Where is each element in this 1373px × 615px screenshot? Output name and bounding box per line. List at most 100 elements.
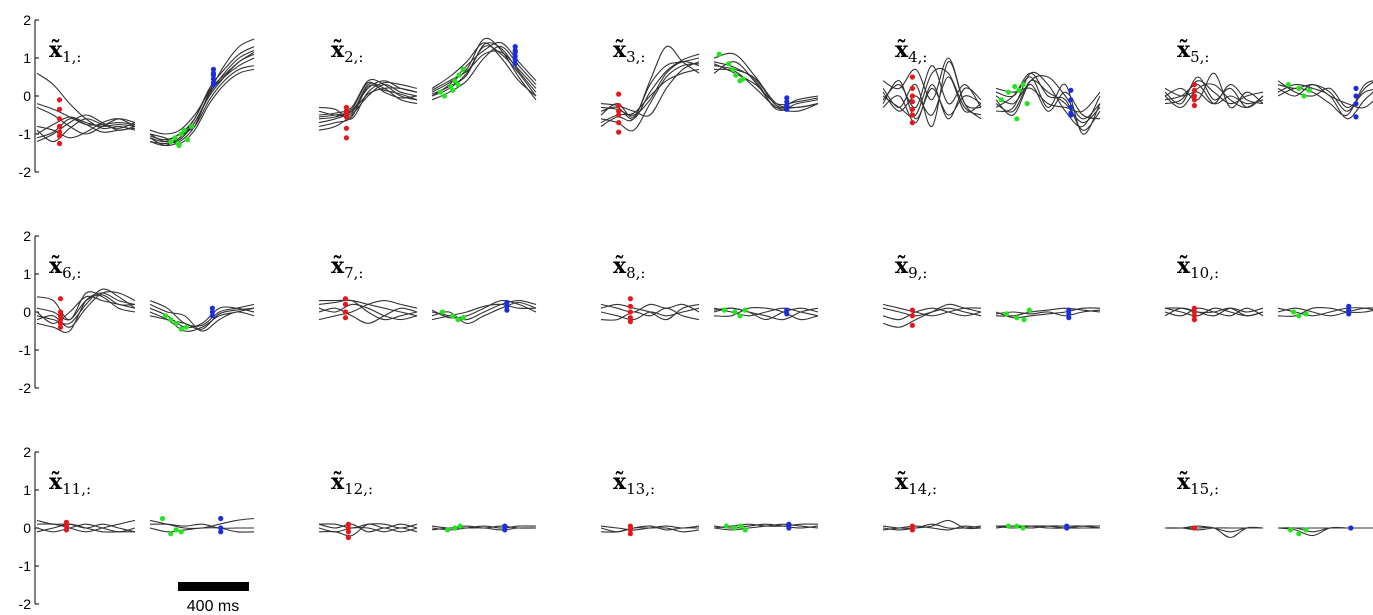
- red-marker: [343, 108, 350, 114]
- red-marker: [345, 525, 351, 531]
- trace-right: [713, 523, 819, 531]
- trace-right: [431, 42, 537, 97]
- green-marker: [450, 313, 456, 319]
- trace-right: [995, 79, 1101, 124]
- green-marker: [1306, 87, 1312, 93]
- blue-marker: [512, 61, 518, 67]
- green-marker: [1016, 87, 1022, 93]
- panel-x15: x̃15,:: [1164, 469, 1373, 539]
- trace-left: [600, 61, 700, 117]
- green-marker: [457, 523, 463, 529]
- blue-marker: [210, 70, 217, 76]
- red-marker: [63, 523, 69, 529]
- trace-left: [36, 118, 136, 139]
- trace-right: [149, 46, 255, 143]
- red-marker: [342, 315, 349, 321]
- green-marker: [168, 317, 174, 323]
- blue-marker: [209, 313, 215, 319]
- blue-marker: [1348, 525, 1354, 531]
- green-marker: [733, 72, 739, 78]
- green-marker: [455, 317, 461, 323]
- green-marker: [178, 131, 184, 137]
- green-marker: [1296, 313, 1302, 319]
- red-marker: [343, 104, 350, 110]
- panel-label: x̃3,:: [613, 37, 646, 66]
- green-marker: [1303, 527, 1309, 533]
- trace-right: [713, 306, 819, 321]
- trace-right: [431, 37, 537, 101]
- red-marker: [56, 97, 63, 103]
- trace-left: [318, 78, 418, 116]
- panel-x12: x̃12,:: [318, 469, 537, 541]
- trace-right: [149, 303, 255, 332]
- trace-right: [713, 61, 819, 111]
- red-marker: [56, 133, 63, 139]
- blue-marker: [1068, 87, 1074, 93]
- red-marker: [1191, 87, 1197, 93]
- trace-right: [1277, 80, 1373, 117]
- panel-label: x̃11,:: [49, 469, 91, 498]
- green-marker: [189, 123, 195, 129]
- red-marker: [343, 114, 350, 120]
- red-marker: [627, 318, 634, 325]
- red-marker: [627, 296, 634, 302]
- green-marker: [723, 523, 730, 529]
- blue-marker: [1068, 97, 1074, 103]
- trace-right: [995, 74, 1101, 120]
- trace-left: [318, 299, 418, 321]
- red-marker: [63, 527, 69, 533]
- green-marker: [1014, 315, 1020, 321]
- green-marker: [732, 309, 738, 315]
- green-marker: [439, 309, 445, 315]
- green-marker: [168, 139, 174, 145]
- trace-right: [995, 87, 1101, 113]
- trace-right: [713, 63, 819, 106]
- green-marker: [1303, 311, 1309, 317]
- y-axis-row-3: 2 1 0 -1 -2: [19, 444, 39, 612]
- blue-marker: [1066, 311, 1072, 317]
- trace-right: [713, 523, 819, 529]
- scale-bar-label: 400 ms: [187, 598, 239, 615]
- red-marker: [909, 523, 916, 529]
- red-marker: [56, 106, 63, 112]
- green-marker: [732, 525, 738, 531]
- trace-right: [995, 71, 1101, 128]
- panel-x9: x̃9,:: [882, 253, 1101, 328]
- panel-x7: x̃7,:: [318, 253, 537, 324]
- panel-label: x̃12,:: [331, 469, 373, 498]
- green-marker: [460, 315, 466, 321]
- y-tick-label: -1: [19, 558, 32, 574]
- red-marker: [56, 140, 63, 147]
- green-marker: [1296, 85, 1302, 91]
- red-marker: [342, 296, 349, 302]
- trace-left: [882, 67, 982, 118]
- trace-left: [600, 525, 700, 533]
- green-marker: [998, 97, 1004, 103]
- red-marker: [909, 307, 916, 313]
- blue-marker: [1064, 525, 1070, 531]
- trace-right: [1277, 306, 1373, 317]
- red-marker: [909, 313, 916, 319]
- panel-label: x̃4,:: [895, 37, 928, 66]
- green-marker: [1285, 82, 1291, 88]
- red-marker: [342, 309, 349, 315]
- y-tick-label: 1: [23, 482, 31, 498]
- trace-right: [995, 525, 1100, 529]
- panel-label: x̃15,:: [1177, 469, 1219, 498]
- red-marker: [56, 116, 63, 122]
- red-marker: [909, 120, 916, 126]
- blue-marker: [784, 95, 790, 101]
- y-tick-label: -2: [19, 380, 32, 396]
- red-marker: [57, 296, 64, 302]
- y-tick-label: 0: [23, 520, 31, 536]
- green-marker: [740, 76, 746, 82]
- red-marker: [1191, 313, 1197, 319]
- green-marker: [1020, 82, 1026, 88]
- trace-right: [149, 68, 255, 145]
- blue-marker: [1068, 104, 1074, 110]
- blue-marker: [218, 529, 224, 535]
- blue-marker: [512, 44, 518, 50]
- trace-left: [318, 523, 418, 533]
- panel-label: x̃9,:: [895, 253, 928, 282]
- panel-x13: x̃13,:: [600, 469, 819, 537]
